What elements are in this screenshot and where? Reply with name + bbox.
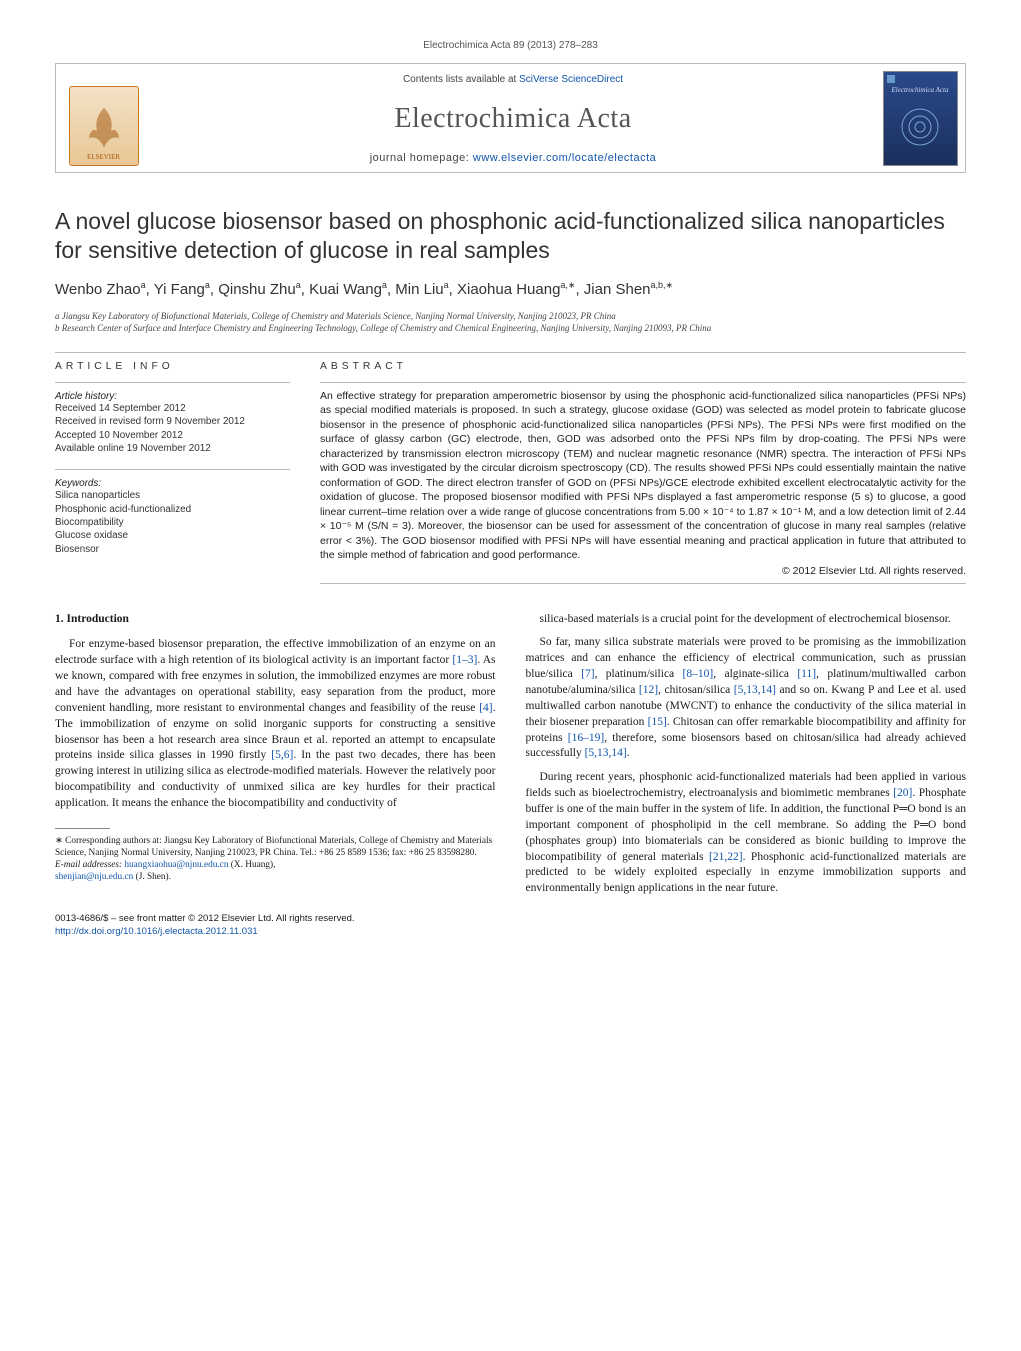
keywords-list: Silica nanoparticles Phosphonic acid-fun…: [55, 489, 290, 556]
affiliations: a Jiangsu Key Laboratory of Biofunctiona…: [55, 310, 966, 334]
abstract-head: abstract: [320, 361, 966, 372]
email-who: (J. Shen).: [133, 872, 171, 882]
section-head: 1. Introduction: [55, 612, 496, 628]
cover-art-icon: [890, 102, 950, 152]
authors: Wenbo Zhaoa, Yi Fanga, Qinshu Zhua, Kuai…: [55, 281, 966, 298]
body-paragraph: For enzyme-based biosensor preparation, …: [55, 637, 496, 811]
banner-right: Electrochimica Acta: [875, 64, 965, 172]
footnote-separator: [55, 828, 110, 829]
keyword: Silica nanoparticles: [55, 489, 290, 502]
banner-left: ELSEVIER: [56, 64, 151, 172]
keyword: Phosphonic acid-functionalized: [55, 503, 290, 516]
divider: [55, 382, 290, 383]
elsevier-tree-icon: [79, 103, 129, 153]
article-info-head: article info: [55, 361, 290, 372]
doi-link[interactable]: http://dx.doi.org/10.1016/j.electacta.20…: [55, 926, 258, 937]
footnote-line: ∗ Corresponding authors at: Jiangsu Key …: [55, 835, 496, 859]
divider: [320, 382, 966, 383]
info-abstract-row: article info Article history: Received 1…: [55, 361, 966, 590]
history-head: Article history:: [55, 391, 290, 402]
corresponding-author-footnote: ∗ Corresponding authors at: Jiangsu Key …: [55, 835, 496, 883]
history-item: Received 14 September 2012: [55, 402, 290, 415]
homepage-prefix: journal homepage:: [370, 152, 473, 164]
email-link[interactable]: huangxiaohua@njnu.edu.cn: [124, 860, 228, 870]
abstract-column: abstract An effective strategy for prepa…: [320, 361, 966, 590]
history-item: Accepted 10 November 2012: [55, 429, 290, 442]
cover-label: Electrochimica Acta: [888, 86, 953, 94]
elsevier-label: ELSEVIER: [87, 153, 120, 161]
front-matter: 0013-4686/$ – see front matter © 2012 El…: [55, 913, 496, 925]
email-label: E-mail addresses:: [55, 860, 124, 870]
body-paragraph: So far, many silica substrate materials …: [526, 635, 967, 762]
body-paragraph: silica-based materials is a crucial poin…: [526, 612, 967, 628]
email-link[interactable]: shenjian@nju.edu.cn: [55, 872, 133, 882]
keyword: Biocompatibility: [55, 516, 290, 529]
body-columns: 1. Introduction For enzyme-based biosens…: [55, 612, 966, 938]
keywords-head: Keywords:: [55, 478, 290, 489]
page: Electrochimica Acta 89 (2013) 278–283 EL…: [0, 0, 1021, 968]
article-title: A novel glucose biosensor based on phosp…: [55, 207, 966, 265]
homepage-link[interactable]: www.elsevier.com/locate/electacta: [473, 152, 656, 164]
running-head: Electrochimica Acta 89 (2013) 278–283: [55, 40, 966, 51]
affiliation-a: a Jiangsu Key Laboratory of Biofunctiona…: [55, 310, 966, 322]
doi-block: 0013-4686/$ – see front matter © 2012 El…: [55, 913, 496, 938]
email-who: (X. Huang),: [228, 860, 275, 870]
keyword: Biosensor: [55, 543, 290, 556]
journal-name: Electrochimica Acta: [394, 103, 631, 135]
divider: [55, 469, 290, 470]
journal-cover: Electrochimica Acta: [883, 71, 958, 166]
divider: [320, 583, 966, 584]
contents-line: Contents lists available at SciVerse Sci…: [403, 74, 623, 85]
footnote-emails: E-mail addresses: huangxiaohua@njnu.edu.…: [55, 859, 496, 883]
homepage-line: journal homepage: www.elsevier.com/locat…: [370, 152, 657, 164]
abstract-text: An effective strategy for preparation am…: [320, 389, 966, 563]
history-item: Received in revised form 9 November 2012: [55, 415, 290, 428]
body-paragraph: During recent years, phosphonic acid-fun…: [526, 770, 967, 897]
history-item: Available online 19 November 2012: [55, 442, 290, 455]
abstract-copyright: © 2012 Elsevier Ltd. All rights reserved…: [320, 565, 966, 577]
banner-mid: Contents lists available at SciVerse Sci…: [151, 64, 875, 172]
history-list: Received 14 September 2012 Received in r…: [55, 402, 290, 455]
keyword: Glucose oxidase: [55, 529, 290, 542]
elsevier-logo: ELSEVIER: [69, 86, 139, 166]
sciencedirect-link[interactable]: SciVerse ScienceDirect: [519, 74, 623, 85]
divider: [55, 352, 966, 353]
article-info-column: article info Article history: Received 1…: [55, 361, 290, 590]
journal-banner: ELSEVIER Contents lists available at Sci…: [55, 63, 966, 173]
contents-prefix: Contents lists available at: [403, 74, 519, 85]
affiliation-b: b Research Center of Surface and Interfa…: [55, 322, 966, 334]
